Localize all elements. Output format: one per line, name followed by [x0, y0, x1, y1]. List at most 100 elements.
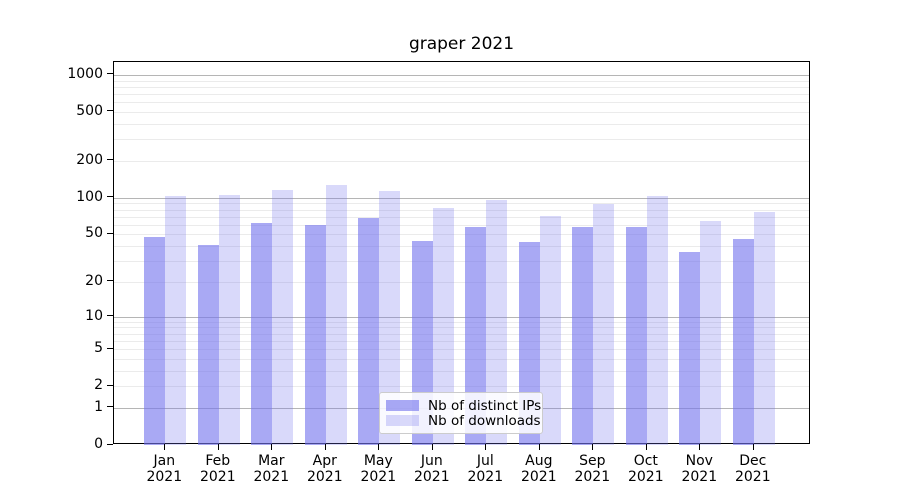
- bar-downloads: [753, 211, 775, 445]
- x-tick-label: Mar 2021: [236, 453, 306, 485]
- bar-distinct-ips: [304, 224, 326, 445]
- x-tick-year: 2021: [360, 469, 397, 485]
- y-tick-mark: [107, 443, 113, 445]
- bar-downloads: [486, 199, 508, 445]
- minor-gridline: [114, 123, 809, 125]
- bar-distinct-ips: [732, 238, 754, 445]
- minor-gridline: [114, 111, 809, 113]
- plot-area: [113, 61, 810, 445]
- bar-downloads: [432, 207, 454, 445]
- legend-item-downloads: Nb of downloads: [386, 413, 541, 429]
- x-tick-mark: [699, 444, 701, 450]
- y-tick-mark: [107, 196, 113, 198]
- bar-distinct-ips: [251, 223, 273, 445]
- x-tick-label: Apr 2021: [290, 453, 360, 485]
- x-tick-month: Dec: [739, 453, 767, 469]
- y-tick-label: 50: [85, 225, 103, 242]
- legend-swatch-distinct-ips: [386, 400, 419, 411]
- y-tick-label: 2: [94, 377, 103, 394]
- y-tick-label: 200: [76, 151, 103, 168]
- bar-downloads: [272, 189, 294, 445]
- minor-gridline: [114, 281, 809, 283]
- y-tick-label: 20: [85, 272, 103, 289]
- minor-gridline: [114, 209, 809, 211]
- bar-downloads: [700, 220, 722, 445]
- y-tick-label: 1000: [67, 65, 103, 82]
- y-tick-label: 0: [94, 436, 103, 452]
- x-tick-label: Jan 2021: [129, 453, 199, 485]
- minor-gridline: [114, 327, 809, 329]
- x-tick-month: Aug: [525, 453, 553, 469]
- x-tick-mark: [164, 444, 166, 450]
- x-tick-month: Oct: [633, 453, 658, 469]
- y-tick-mark: [107, 347, 113, 349]
- minor-gridline: [114, 340, 809, 342]
- x-tick-label: Sep 2021: [557, 453, 627, 485]
- x-tick-month: Nov: [685, 453, 713, 469]
- minor-gridline: [114, 80, 809, 82]
- minor-gridline: [114, 224, 809, 226]
- legend-label-distinct-ips: Nb of distinct IPs: [428, 397, 542, 414]
- x-tick-month: May: [363, 453, 393, 469]
- minor-gridline: [114, 203, 809, 205]
- x-tick-mark: [271, 444, 273, 450]
- minor-gridline: [114, 358, 809, 360]
- x-tick-month: Feb: [205, 453, 231, 469]
- y-tick-label: 500: [76, 102, 103, 119]
- bar-distinct-ips: [144, 236, 166, 445]
- legend-label-downloads: Nb of downloads: [428, 412, 541, 429]
- x-tick-year: 2021: [467, 469, 504, 485]
- x-tick-mark: [431, 444, 433, 450]
- bar-downloads: [379, 190, 401, 445]
- x-tick-year: 2021: [574, 469, 611, 485]
- x-tick-year: 2021: [253, 469, 290, 485]
- y-tick-mark: [107, 280, 113, 282]
- bar-distinct-ips: [625, 226, 647, 445]
- x-tick-mark: [217, 444, 219, 450]
- x-tick-label: Feb 2021: [183, 453, 253, 485]
- minor-gridline: [114, 234, 809, 236]
- y-tick-label: 100: [76, 188, 103, 205]
- minor-gridline: [114, 246, 809, 248]
- x-tick-label: Nov 2021: [664, 453, 734, 485]
- minor-gridline: [114, 349, 809, 350]
- legend: Nb of distinct IPs Nb of downloads: [379, 392, 543, 434]
- bar-downloads: [165, 196, 187, 445]
- x-tick-year: 2021: [199, 469, 236, 485]
- minor-gridline: [114, 86, 809, 88]
- y-tick-mark: [107, 159, 113, 161]
- x-tick-label: Dec 2021: [718, 453, 788, 485]
- y-tick-mark: [107, 315, 113, 317]
- minor-gridline: [114, 160, 809, 162]
- legend-item-distinct-ips: Nb of distinct IPs: [386, 398, 541, 414]
- bar-distinct-ips: [679, 251, 701, 445]
- y-tick-mark: [107, 406, 113, 408]
- y-tick-mark: [107, 73, 113, 75]
- x-tick-mark: [378, 444, 380, 450]
- minor-gridline: [114, 321, 809, 323]
- y-tick-label: 1: [94, 398, 103, 415]
- x-tick-year: 2021: [681, 469, 718, 485]
- x-tick-month: Jan: [153, 453, 176, 469]
- x-tick-year: 2021: [520, 469, 557, 485]
- bar-distinct-ips: [465, 226, 487, 445]
- y-tick-label: 5: [94, 340, 103, 356]
- x-tick-mark: [324, 444, 326, 450]
- x-tick-label: Jul 2021: [450, 453, 520, 485]
- minor-gridline: [114, 370, 809, 372]
- x-tick-mark: [592, 444, 594, 450]
- minor-gridline: [114, 216, 809, 218]
- x-tick-label: Oct 2021: [611, 453, 681, 485]
- major-gridline: [114, 197, 809, 199]
- x-tick-month: Jul: [476, 453, 494, 469]
- bar-downloads: [646, 195, 668, 445]
- x-tick-month: Jun: [420, 453, 443, 469]
- x-tick-mark: [538, 444, 540, 450]
- bar-downloads: [218, 195, 240, 445]
- bar-distinct-ips: [358, 218, 380, 445]
- x-tick-label: Jun 2021: [397, 453, 467, 485]
- x-tick-month: Apr: [312, 453, 337, 469]
- minor-gridline: [114, 102, 809, 104]
- minor-gridline: [114, 139, 809, 141]
